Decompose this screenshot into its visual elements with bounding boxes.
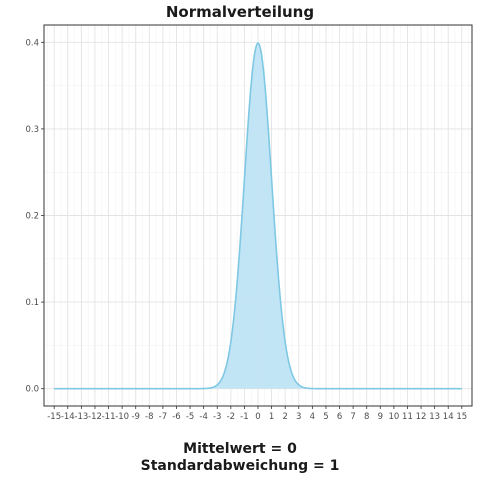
x-tick-label: -15	[47, 412, 61, 422]
x-tick-label: 0	[255, 412, 260, 422]
density-area	[54, 43, 462, 389]
x-tick-label: 13	[429, 412, 440, 422]
x-tick-label: 2	[282, 412, 287, 422]
x-tick-label: 15	[456, 412, 467, 422]
x-axis: -15 -14 -13 -12 -11 -10 -9 -8 -7 -6 -5 -4 -3 -2 -1 0 1 2 3…	[47, 406, 467, 422]
x-tick-label: 8	[364, 412, 369, 422]
x-tick-label: -11	[102, 412, 116, 422]
chart-title: Normalverteilung	[165, 3, 315, 21]
x-tick-label: 11	[402, 412, 413, 422]
sd-annotation: Standardabweichung = 1	[140, 458, 340, 474]
y-tick-label: 0.4	[25, 38, 39, 48]
y-tick-label: 0.3	[25, 125, 39, 135]
y-tick-label: 0.2	[25, 212, 39, 222]
y-tick-label: 0.0	[25, 385, 39, 395]
x-tick-label: -8	[145, 412, 153, 422]
x-tick-label: -12	[88, 412, 102, 422]
mean-annotation: Mittelwert = 0	[183, 441, 297, 457]
x-tick-label: 5	[323, 412, 328, 422]
x-tick-label: 10	[388, 412, 399, 422]
x-tick-label: -14	[61, 412, 75, 422]
x-tick-label: -3	[213, 412, 221, 422]
x-tick-label: 7	[350, 412, 355, 422]
x-tick-label: -1	[240, 412, 248, 422]
x-tick-label: 12	[416, 412, 427, 422]
x-tick-label: 9	[378, 412, 383, 422]
x-tick-label: -9	[131, 412, 139, 422]
x-tick-label: 6	[337, 412, 342, 422]
y-axis: 0.0 0.1 0.2 0.3 0.4	[25, 38, 44, 395]
x-tick-label: -5	[186, 412, 194, 422]
y-tick-label: 0.1	[25, 298, 39, 308]
x-tick-label: 14	[443, 412, 454, 422]
x-tick-label: -6	[172, 412, 180, 422]
x-tick-label: -2	[227, 412, 235, 422]
x-tick-label: -4	[199, 412, 207, 422]
statistics-annotation: Mittelwert = 0 Standardabweichung = 1	[0, 441, 480, 475]
x-tick-label: -13	[74, 412, 88, 422]
x-tick-label: 4	[310, 412, 315, 422]
x-tick-label: 1	[269, 412, 274, 422]
x-tick-label: -10	[115, 412, 129, 422]
x-tick-label: 3	[296, 412, 301, 422]
grid-lines	[44, 25, 472, 406]
density-line	[54, 42, 462, 390]
x-tick-label: -7	[159, 412, 167, 422]
